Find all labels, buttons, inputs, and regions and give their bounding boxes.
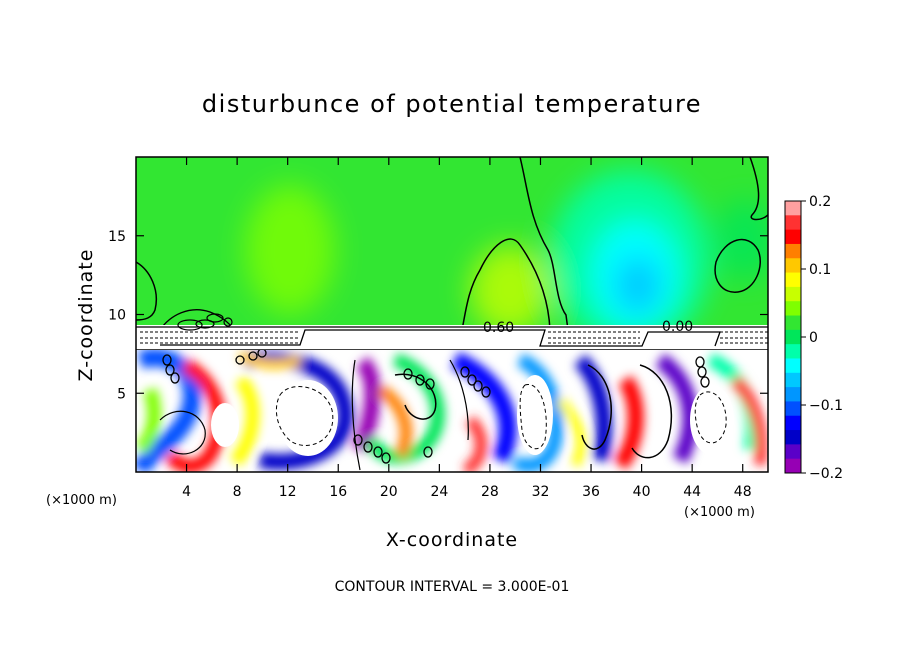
x-axis-unit-right: (×1000 m): [684, 505, 755, 520]
colorbar-swatch: [785, 358, 801, 374]
x-tick-label: 12: [279, 484, 297, 500]
x-tick-label: 40: [633, 484, 651, 500]
x-tick-label: 32: [532, 484, 550, 500]
band-dashed-mid: [548, 331, 640, 344]
colorbar-swatch: [785, 372, 801, 388]
contour-lower-4: [394, 373, 437, 420]
vortex-core-2: [517, 375, 553, 455]
x-axis-label: X-coordinate: [386, 529, 518, 551]
contour-lower-5: [581, 364, 612, 450]
x-tick-label: 36: [582, 484, 600, 500]
contour-interval-note: CONTOUR INTERVAL = 3.000E-01: [335, 579, 570, 595]
colorbar-swatch: [785, 201, 801, 216]
colorbar-swatch: [785, 215, 801, 231]
colorbar: [784, 200, 802, 474]
colorbar-swatch: [785, 286, 801, 302]
warm-anomaly-mid: [470, 245, 550, 335]
colorbar-swatch: [785, 401, 801, 417]
colorbar-swatch: [785, 258, 801, 274]
chart-title: disturbunce of potential temperature: [202, 90, 702, 118]
colorbar-swatch: [785, 387, 801, 402]
colorbar-swatch: [785, 243, 801, 259]
contour-lower-8: [351, 359, 361, 471]
colorbar-swatch: [785, 329, 801, 345]
x-tick-label: 24: [430, 484, 448, 500]
contour-lower-6: [631, 364, 673, 459]
x-tick-label: 20: [380, 484, 398, 500]
x-tick-label: 4: [182, 484, 191, 500]
contour-upper-2: [461, 238, 551, 331]
cold-core: [616, 257, 660, 313]
y-axis-ticks: 5 10 15: [108, 229, 768, 402]
swirl-2: [164, 358, 226, 472]
swirl-17: [555, 397, 587, 468]
contour-label-2: 0.00: [662, 319, 693, 335]
colorbar-swatch: [785, 301, 801, 317]
colorbar-swatch: [785, 430, 801, 445]
colorbar-tick-label: 0.2: [809, 194, 831, 210]
colorbar-swatch: [785, 344, 801, 359]
x-tick-label: 16: [329, 484, 347, 500]
swirl-3: [136, 387, 162, 455]
swirl-6: [352, 356, 381, 453]
contour-upper-3: [714, 238, 761, 293]
swirl-13: [613, 375, 644, 470]
swirl-9: [451, 351, 517, 465]
vortex-core-4: [211, 403, 239, 447]
swirl-8: [376, 384, 413, 459]
band-dashed-left: [140, 331, 300, 344]
x-axis-ticks: 4 8 12 16 20 24 28 32 36 40 44 48: [182, 157, 752, 500]
swirl-10: [462, 415, 488, 472]
colorbar-swatch: [785, 415, 801, 431]
contour-label-1: 0.60: [483, 320, 514, 336]
x-tick-label: 8: [233, 484, 242, 500]
contour-lower-1: [276, 386, 334, 446]
colorbar-ticks: 0.2 0.1 0 −0.1 −0.2: [801, 194, 843, 482]
colorbar-swatch: [785, 458, 801, 474]
contour-lower-9: [449, 359, 469, 441]
swirl-1: [136, 350, 202, 472]
swirl-16: [730, 375, 768, 466]
colorbar-swatch: [785, 315, 801, 331]
colorbar-swatch: [785, 229, 801, 245]
colorbar-tick-label: −0.1: [809, 398, 843, 414]
swirl-5: [229, 375, 260, 467]
y-tick-label: 5: [117, 386, 126, 402]
contour-lower-7: [159, 410, 206, 455]
y-tick-label: 10: [108, 308, 126, 324]
x-tick-label: 28: [481, 484, 499, 500]
band-contour: [160, 329, 721, 347]
y-tick-label: 15: [108, 229, 126, 245]
y-axis-label: Z-coordinate: [75, 249, 97, 382]
x-tick-label: 44: [683, 484, 701, 500]
colorbar-tick-label: 0.1: [809, 262, 831, 278]
contour-upper-1: [519, 157, 569, 331]
contour-upper-4: [136, 261, 157, 321]
lower-field: [136, 350, 768, 472]
swirl-14: [655, 353, 699, 464]
vortex-core-1: [278, 380, 338, 456]
x-tick-label: 48: [734, 484, 752, 500]
colorbar-swatch: [785, 272, 801, 288]
contour-lower-3: [694, 391, 727, 444]
plot-area: 0.60 0.00: [136, 157, 768, 472]
contour-lower-2: [519, 384, 547, 450]
colorbar-tick-label: −0.2: [809, 466, 843, 482]
x-axis-unit-left: (×1000 m): [46, 493, 117, 508]
swirl-12: [574, 354, 612, 462]
colorbar-swatch: [785, 444, 801, 460]
swirl-18: [237, 350, 302, 370]
vortex-core-3: [690, 385, 734, 455]
colorbar-tick-label: 0: [809, 330, 818, 346]
swirl-11: [511, 353, 563, 472]
warm-anomaly-left: [245, 185, 335, 315]
band-dashed-right: [720, 331, 768, 344]
contour-upper-5: [749, 157, 768, 221]
